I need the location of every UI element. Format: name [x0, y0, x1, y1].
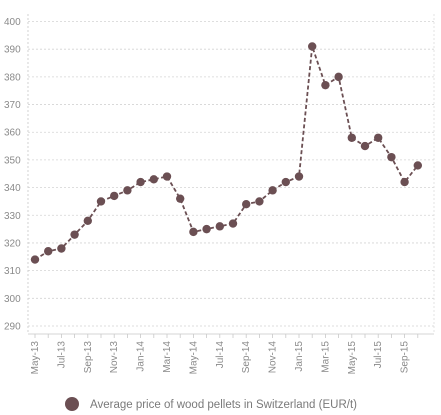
x-axis-labels: May-13 Jul-13 Sep-13 Nov-13 Jan-14 Mar-14 May-… — [30, 341, 411, 375]
y-tick-label-400: 400 — [4, 17, 21, 28]
data-point-Aug-15 — [387, 152, 396, 162]
y-tick-label-380: 380 — [4, 72, 21, 83]
data-point-Feb-15 — [308, 42, 317, 51]
series-line — [34, 45, 419, 261]
data-point-Nov-13 — [110, 191, 119, 201]
data-point-Nov-14 — [268, 186, 277, 195]
x-tick-label-Sep-14: Sep-14 — [241, 341, 252, 374]
y-tick-label-350: 350 — [4, 155, 21, 166]
x-tick-label-Nov-13: Nov-13 — [109, 341, 120, 374]
data-point-Oct-14 — [255, 197, 264, 206]
data-point-Jan-14 — [136, 177, 145, 187]
data-point-Sep-14 — [242, 200, 251, 209]
data-point-Apr-14 — [176, 194, 185, 203]
data-point-May-15 — [347, 133, 356, 142]
data-point-Aug-13 — [70, 230, 79, 239]
data-point-Oct-13 — [96, 197, 106, 206]
x-tick-label-Sep-15: Sep-15 — [400, 341, 411, 374]
x-tick-label-Mar-15: Mar-15 — [320, 341, 331, 373]
data-point-Jun-14 — [202, 224, 211, 234]
x-tick-label-Jul-15: Jul-15 — [373, 341, 384, 369]
data-point-Feb-14 — [149, 175, 158, 184]
y-tick-label-310: 310 — [4, 266, 21, 277]
data-point-Jun-15 — [360, 141, 370, 151]
data-point-Apr-15 — [334, 72, 343, 82]
data-point-Dec-13 — [123, 186, 132, 195]
y-tick-label-290: 290 — [4, 322, 21, 333]
x-tick-label-May-13: May-13 — [30, 341, 41, 375]
data-point-May-13 — [30, 255, 40, 264]
y-tick-label-340: 340 — [4, 183, 21, 194]
data-point-Jul-13 — [57, 244, 66, 253]
y-tick-label-320: 320 — [4, 238, 21, 249]
x-tick-label-Jan-15: Jan-15 — [294, 341, 305, 372]
legend: Average price of wood pellets in Switzer… — [65, 397, 357, 411]
y-tick-label-300: 300 — [4, 294, 21, 305]
data-point-Oct-15 — [413, 161, 422, 170]
data-point-Sep-13 — [83, 216, 93, 226]
axes — [27, 14, 435, 338]
x-tick-label-Jan-14: Jan-14 — [136, 341, 147, 372]
y-axis-labels: 290 300 310 320 330 340 350 360 370 380 390 400 — [4, 17, 21, 333]
x-tick-label-Jul-14: Jul-14 — [215, 341, 226, 369]
y-tick-label-370: 370 — [4, 100, 21, 111]
data-point-May-14 — [189, 227, 198, 237]
data-point-Dec-14 — [281, 177, 290, 187]
x-tick-label-Jul-13: Jul-13 — [56, 341, 67, 369]
data-point-Jan-15 — [294, 172, 304, 181]
y-tick-label-330: 330 — [4, 211, 21, 222]
data-point-Mar-14 — [162, 172, 172, 181]
x-tick-label-Sep-13: Sep-13 — [83, 341, 94, 374]
x-tick-label-May-14: May-14 — [188, 341, 199, 375]
data-point-Mar-15 — [321, 80, 330, 90]
legend-marker — [65, 397, 79, 411]
x-tick-label-May-15: May-15 — [347, 341, 358, 375]
y-tick-label-360: 360 — [4, 128, 21, 139]
data-point-Aug-14 — [228, 219, 238, 228]
legend-label: Average price of wood pellets in Switzer… — [90, 399, 357, 411]
data-point-Jul-15 — [374, 133, 383, 142]
x-tick-label-Nov-14: Nov-14 — [268, 341, 279, 374]
data-point-Sep-15 — [400, 177, 409, 187]
grid-lines — [28, 21, 434, 327]
data-point-Jun-13 — [44, 247, 53, 256]
data-point-Jul-14 — [215, 222, 224, 231]
y-tick-label-390: 390 — [4, 45, 21, 56]
series-line-group — [30, 42, 422, 264]
x-tick-label-Mar-14: Mar-14 — [162, 341, 173, 373]
